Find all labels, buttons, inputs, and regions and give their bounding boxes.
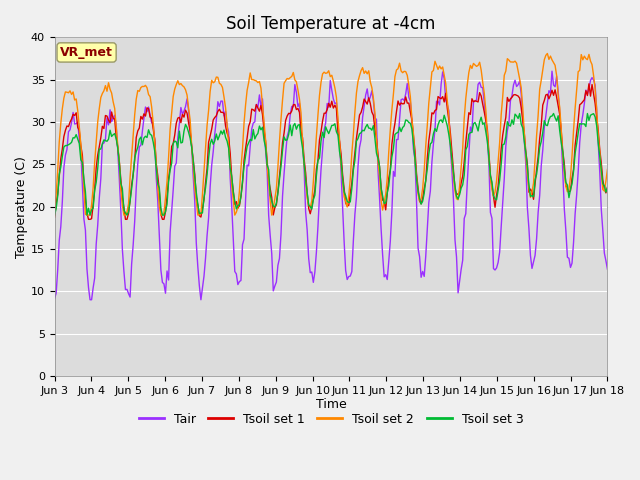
Tsoil set 3: [216, 133, 223, 139]
Tsoil set 1: [51, 214, 58, 220]
Tsoil set 2: [120, 212, 128, 218]
Line: Tsoil set 1: Tsoil set 1: [54, 84, 607, 219]
Tair: [86, 297, 94, 302]
Title: Soil Temperature at -4cm: Soil Temperature at -4cm: [227, 15, 436, 33]
Tsoil set 1: [120, 204, 128, 210]
Tsoil set 2: [245, 80, 253, 85]
Tair: [51, 296, 58, 301]
Tsoil set 3: [574, 130, 582, 136]
Tsoil set 1: [574, 118, 582, 123]
Legend: Tair, Tsoil set 1, Tsoil set 2, Tsoil set 3: Tair, Tsoil set 1, Tsoil set 2, Tsoil se…: [134, 408, 529, 431]
Tair: [294, 104, 302, 109]
Tsoil set 1: [245, 123, 253, 129]
Tsoil set 1: [236, 203, 243, 209]
Tair: [120, 268, 128, 274]
Tsoil set 3: [292, 126, 300, 132]
Line: Tsoil set 2: Tsoil set 2: [54, 53, 607, 215]
Tsoil set 3: [118, 186, 126, 192]
Tsoil set 3: [516, 110, 524, 116]
Tsoil set 1: [585, 81, 593, 87]
Tair: [576, 140, 584, 145]
Tsoil set 2: [604, 167, 611, 172]
Tsoil set 2: [576, 68, 584, 73]
Tsoil set 2: [543, 50, 551, 56]
Y-axis label: Temperature (C): Temperature (C): [15, 156, 28, 258]
Line: Tair: Tair: [54, 71, 607, 300]
Line: Tsoil set 3: Tsoil set 3: [54, 113, 607, 215]
Tsoil set 1: [217, 109, 225, 115]
Tair: [245, 163, 253, 169]
Tsoil set 2: [83, 212, 91, 218]
Tair: [548, 68, 556, 74]
Tair: [217, 98, 225, 104]
Tsoil set 2: [236, 188, 243, 194]
Tsoil set 3: [243, 144, 251, 149]
Tsoil set 3: [604, 185, 611, 191]
Tsoil set 1: [294, 106, 302, 111]
Tair: [236, 279, 243, 285]
Tsoil set 1: [604, 184, 611, 190]
Tsoil set 3: [234, 203, 242, 208]
X-axis label: Time: Time: [316, 398, 346, 411]
Tsoil set 2: [217, 82, 225, 87]
Tair: [604, 266, 611, 272]
Tsoil set 3: [51, 212, 58, 218]
Tsoil set 2: [51, 206, 58, 212]
Text: VR_met: VR_met: [60, 46, 113, 59]
Tsoil set 1: [84, 216, 92, 222]
Tsoil set 2: [294, 87, 302, 93]
